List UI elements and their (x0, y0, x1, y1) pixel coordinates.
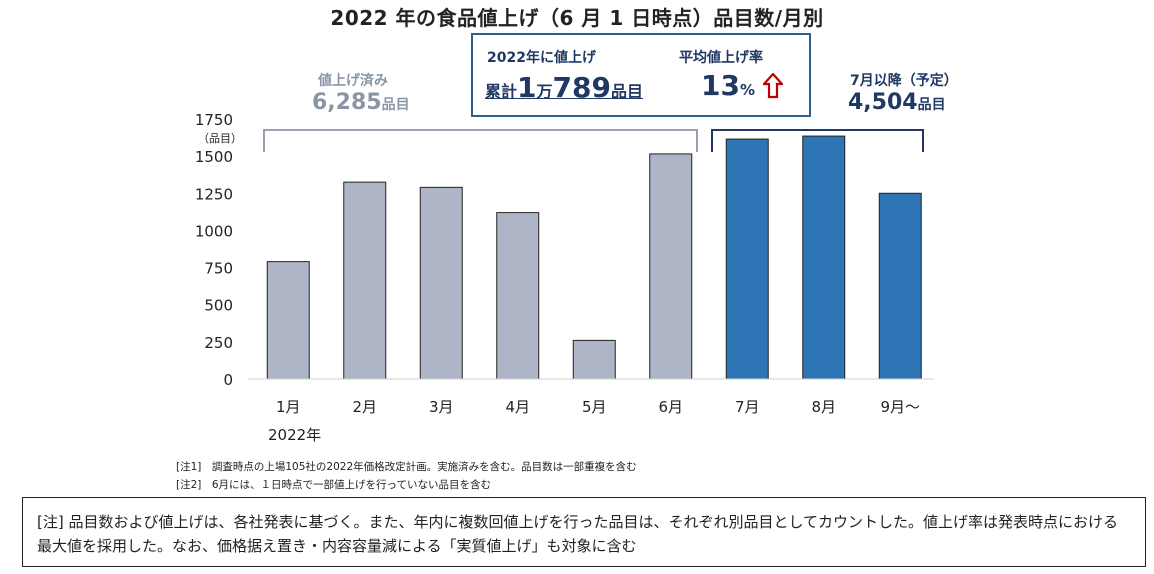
x-tick-label: 6月 (658, 398, 683, 416)
planned-label: 7月以降（予定） (850, 73, 958, 89)
note-1: [注1] 調査時点の上場105社の2022年価格改定計画。実施済みを含む。品目数… (176, 461, 637, 473)
avg-unit: % (739, 81, 755, 99)
x-tick-label: 3月 (429, 398, 454, 416)
total-n2: 789 (552, 71, 611, 104)
total-prefix: 累計 (485, 82, 518, 101)
bar-3 (419, 186, 463, 380)
y-tick-label: 1500 (195, 148, 233, 166)
x-tick-label: 8月 (811, 398, 836, 416)
year-label: 2022年 (268, 426, 322, 444)
y-tick-label: 250 (204, 334, 233, 352)
bar-chart: 0 250 500 750 1000 1250 1500 1750 1月 2月 3月 4月 5月 6月 7… (195, 111, 934, 416)
total-label: 2022年に値上げ (487, 50, 596, 66)
note-2: [注2] 6月には、１日時点で一部値上げを行っていない品目を含む (176, 479, 492, 491)
y-tick-label: 500 (204, 297, 233, 315)
bar-7 (725, 138, 769, 380)
x-tick-label: 7月 (735, 398, 760, 416)
planned-number: 4,504 (848, 90, 918, 115)
bar-8 (802, 135, 846, 380)
footnote-text: [注] 品目数および値上げは、各社発表に基づく。また、年内に複数回値上げを行った… (37, 513, 1119, 555)
y-tick-label: 750 (204, 260, 233, 278)
bar-2 (343, 181, 387, 380)
y-tick-label: 0 (223, 371, 233, 389)
total-unit1: 万 (536, 82, 553, 101)
bar-1 (266, 261, 310, 380)
summary-box: 2022年に値上げ 累計1万789品目 平均値上げ率 13% (471, 33, 811, 117)
done-bracket (263, 129, 698, 152)
done-label: 値上げ済み (318, 73, 388, 89)
avg-value: 13% (701, 69, 755, 102)
x-tick-label: 1月 (276, 398, 301, 416)
total-unit2: 品目 (610, 82, 643, 101)
chart-title: 2022 年の食品値上げ（6 月 1 日時点）品目数/月別 (330, 6, 824, 30)
done-unit: 品目 (381, 97, 410, 113)
done-value: 6,285品目 (312, 90, 410, 115)
x-tick-label: 9月～ (880, 398, 920, 416)
y-axis-unit: （品目） (198, 132, 242, 145)
x-tick-label: 4月 (505, 398, 530, 416)
total-value: 累計1万789品目 (485, 71, 643, 104)
bar-5 (572, 339, 616, 380)
y-tick-label: 1250 (195, 185, 233, 203)
planned-unit: 品目 (917, 97, 946, 113)
x-tick-label: 2月 (352, 398, 377, 416)
x-tick-label: 5月 (582, 398, 607, 416)
total-n1: 1 (517, 71, 537, 104)
bar-9 (878, 192, 922, 380)
done-number: 6,285 (312, 90, 382, 115)
avg-number: 13 (701, 69, 740, 102)
bar-4 (496, 212, 540, 380)
y-tick-label: 1000 (195, 222, 233, 240)
footnote-box: [注] 品目数および値上げは、各社発表に基づく。また、年内に複数回値上げを行った… (22, 497, 1146, 567)
bar-6 (649, 153, 693, 380)
arrow-up-icon (763, 73, 783, 99)
y-tick-label: 1750 (195, 111, 233, 129)
avg-label: 平均値上げ率 (679, 50, 763, 66)
planned-bracket (711, 129, 924, 152)
planned-value: 4,504品目 (848, 90, 946, 115)
